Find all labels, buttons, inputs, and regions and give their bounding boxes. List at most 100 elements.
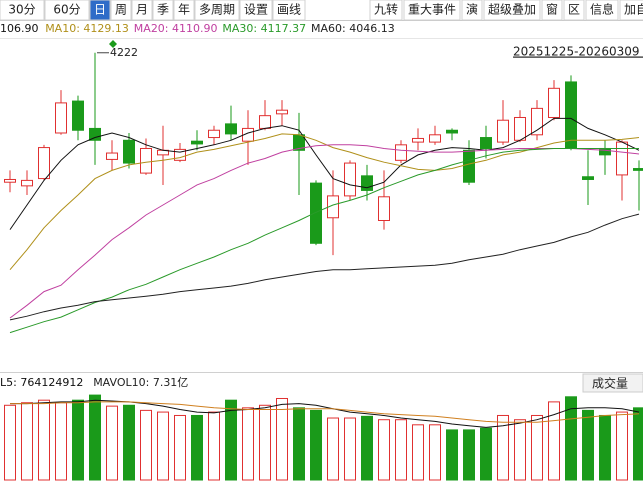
volume-bar <box>531 414 543 481</box>
volume-bar <box>463 429 475 481</box>
toolbar-button[interactable] <box>403 0 461 21</box>
candle-body <box>565 81 577 149</box>
toolbar-button[interactable] <box>585 0 619 21</box>
toolbar-button[interactable] <box>461 0 483 21</box>
toolbar-button-label[interactable]: 设置 <box>244 3 268 17</box>
toolbar-button[interactable] <box>110 0 132 21</box>
candle-body <box>140 147 152 174</box>
toolbar-button-label[interactable]: 多周期 <box>199 3 235 17</box>
volume-bar <box>72 399 84 481</box>
volume-bar <box>208 411 220 481</box>
candle-body <box>4 178 16 183</box>
toolbar-button-label[interactable]: 日 <box>94 3 106 17</box>
toolbar-button-label[interactable]: 月 <box>136 3 148 17</box>
toolbar-button-label[interactable]: 信息 <box>590 2 614 17</box>
toolbar-button-label[interactable]: 加自选 <box>624 3 643 17</box>
toolbar-button-label[interactable]: 周 <box>115 3 127 17</box>
date-range: 20251225-20260309 (4 <box>513 45 643 59</box>
volume-bar <box>89 394 101 481</box>
candle-body <box>208 129 220 139</box>
toolbar-button-label[interactable]: 季 <box>157 3 169 17</box>
candle-body <box>310 182 322 244</box>
volume-bar <box>55 402 67 481</box>
volume-bar <box>480 427 492 481</box>
toolbar-button[interactable] <box>0 0 45 21</box>
toolbar-button[interactable] <box>152 0 174 21</box>
toolbar-button-label[interactable]: 60分 <box>53 3 80 17</box>
toolbar-button-label[interactable]: 演 <box>466 2 478 17</box>
candle-body <box>72 100 84 131</box>
volume-bar <box>429 424 441 481</box>
volume-bar <box>38 399 50 481</box>
toolbar-button-label[interactable]: 年 <box>178 3 190 17</box>
volume-bar <box>21 402 33 481</box>
candle-body <box>225 123 237 135</box>
candle-body <box>412 137 424 143</box>
candle-body <box>38 147 50 180</box>
volume-bar <box>225 399 237 481</box>
toolbar-button[interactable] <box>239 0 273 21</box>
candle-body <box>344 162 356 197</box>
candle-body <box>259 115 271 129</box>
candle-body <box>616 141 628 176</box>
ma-legend: MA60: 4046.13 <box>311 22 395 35</box>
candle-body <box>548 87 560 118</box>
toolbar-button-label[interactable]: 画线 <box>277 3 301 17</box>
volume-bar <box>497 414 509 481</box>
volume-bar <box>514 419 526 481</box>
volume-bar <box>276 397 288 481</box>
volume-legend: MAVOL10: 7.31亿 <box>93 376 188 389</box>
volume-bar <box>310 409 322 481</box>
volume-bar <box>191 414 203 481</box>
candle-body <box>89 127 101 141</box>
ma-line <box>9 148 639 334</box>
toolbar-button[interactable] <box>563 0 585 21</box>
volume-bar <box>565 396 577 481</box>
toolbar-button[interactable] <box>619 0 643 21</box>
volume-ma-line <box>10 401 640 423</box>
volume-legend: L5: 764124912 <box>0 376 83 389</box>
candle-body <box>446 129 458 134</box>
volume-bar <box>412 424 424 481</box>
volume-tab[interactable] <box>582 373 643 393</box>
ma-legend: MA30: 4117.37 <box>222 22 306 35</box>
toolbar-button-label[interactable]: 区 <box>568 3 580 17</box>
toolbar-button-label[interactable]: 重大事件 <box>408 3 456 17</box>
toolbar-button-label[interactable]: 窗 <box>546 3 558 17</box>
candle-body <box>123 139 135 164</box>
ma-legend: 106.90 <box>0 22 39 35</box>
toolbar-button-label[interactable]: 九转 <box>374 2 398 17</box>
toolbar-button[interactable] <box>89 0 111 21</box>
volume-bar <box>157 411 169 481</box>
toolbar-button[interactable] <box>541 0 563 21</box>
candle-body <box>395 144 407 161</box>
volume-bar <box>174 414 186 481</box>
toolbar-button[interactable] <box>194 0 240 21</box>
volume-bar <box>344 417 356 481</box>
toolbar-button-label[interactable]: 超级叠加 <box>488 2 536 17</box>
ma-line <box>9 213 640 321</box>
volume-bar <box>582 409 594 481</box>
volume-bar <box>293 407 305 481</box>
candle-body <box>174 148 186 161</box>
toolbar-button[interactable] <box>272 0 306 21</box>
candle-body <box>582 176 594 180</box>
volume-bar <box>242 407 254 481</box>
toolbar-button[interactable] <box>131 0 153 21</box>
volume-bar <box>446 429 458 481</box>
toolbar-button[interactable] <box>173 0 195 21</box>
max-price-label: 4222 <box>110 46 138 59</box>
volume-tab-label[interactable]: 成交量 <box>592 376 628 391</box>
candle-body <box>514 116 526 141</box>
volume-bar <box>123 404 135 481</box>
toolbar-button[interactable] <box>483 0 541 21</box>
candle-body <box>191 140 203 145</box>
candle-body <box>463 149 475 183</box>
toolbar-button[interactable] <box>44 0 90 21</box>
toolbar-button[interactable] <box>369 0 403 21</box>
volume-bar <box>327 417 339 481</box>
volume-bar <box>378 419 390 481</box>
candle-body <box>55 102 67 134</box>
toolbar-button-label[interactable]: 30分 <box>8 3 35 17</box>
volume-bar <box>361 415 373 481</box>
